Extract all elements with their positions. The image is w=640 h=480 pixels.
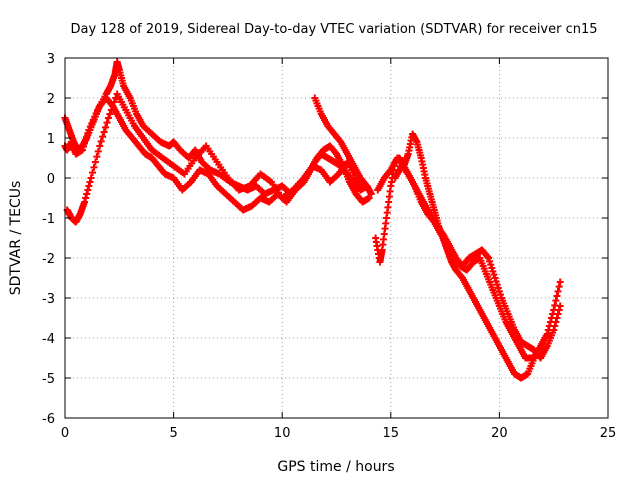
- data-point: [84, 186, 92, 194]
- data-point: [550, 326, 558, 334]
- data-point: [96, 142, 104, 150]
- data-point: [492, 277, 500, 285]
- data-point: [82, 194, 90, 202]
- data-point: [89, 169, 97, 177]
- data-point: [109, 102, 117, 110]
- data-point: [534, 350, 542, 358]
- data-point: [106, 110, 114, 118]
- y-tick-label: 0: [47, 172, 55, 187]
- data-point: [543, 330, 551, 338]
- data-point: [555, 283, 563, 291]
- data-point: [363, 182, 371, 190]
- x-axis-label: GPS time / hours: [277, 459, 394, 475]
- gridlines: [65, 58, 608, 418]
- data-point: [100, 128, 108, 136]
- y-tick-label: 2: [47, 92, 55, 107]
- data-point: [91, 158, 99, 166]
- data-point: [86, 178, 94, 186]
- data-point: [553, 292, 561, 300]
- data-point: [104, 114, 112, 122]
- x-tick-label: 5: [169, 426, 177, 441]
- series-track-7: [391, 162, 542, 362]
- x-tick-label: 25: [600, 426, 617, 441]
- data-point: [83, 190, 91, 198]
- data-point: [552, 318, 560, 326]
- x-tick-label: 0: [61, 426, 69, 441]
- x-tick-label: 20: [491, 426, 508, 441]
- x-tick-label: 15: [383, 426, 400, 441]
- y-tick-label: -2: [42, 252, 55, 267]
- data-point: [367, 190, 375, 198]
- data-point: [551, 322, 559, 330]
- data-point: [85, 182, 93, 190]
- y-tick-label: 1: [47, 132, 55, 147]
- y-axis-label: SDTVAR / TECUs: [8, 181, 24, 296]
- data-point: [107, 106, 115, 114]
- chart-title: Day 128 of 2019, Sidereal Day-to-day VTE…: [70, 22, 597, 37]
- data-point: [93, 153, 101, 161]
- data-point: [554, 310, 562, 318]
- axis-ticks: 0 5 10 15 20 25 -6 -5 -4 -3 -2 -1 0 1 2 3: [42, 52, 616, 441]
- data-point: [362, 181, 370, 189]
- data-point: [81, 198, 89, 206]
- y-tick-label: -1: [42, 212, 55, 227]
- series-track-4: [311, 94, 371, 190]
- data-point: [103, 119, 111, 127]
- data-point: [483, 253, 491, 261]
- data-point: [553, 314, 561, 322]
- series-track-3: [63, 90, 369, 226]
- data-point: [365, 194, 373, 202]
- y-tick-label: -6: [42, 412, 55, 427]
- series-track-6: [374, 154, 564, 362]
- y-tick-label: -4: [42, 332, 55, 347]
- data-point: [102, 123, 110, 131]
- plot-frame: [64, 57, 609, 419]
- data-point: [495, 287, 503, 295]
- data-point: [556, 278, 564, 286]
- data-point: [556, 302, 564, 310]
- data-point: [94, 147, 102, 155]
- data-point: [99, 133, 107, 141]
- y-tick-label: 3: [47, 52, 55, 67]
- data-point: [90, 163, 98, 171]
- data-points: [61, 58, 564, 382]
- data-point: [87, 174, 95, 182]
- data-point: [97, 137, 105, 145]
- data-point: [110, 98, 118, 106]
- x-tick-label: 10: [274, 426, 291, 441]
- y-tick-label: -3: [42, 292, 55, 307]
- data-point: [555, 306, 563, 314]
- data-point: [554, 287, 562, 295]
- y-tick-label: -5: [42, 372, 55, 387]
- data-point: [552, 297, 560, 305]
- data-point: [486, 257, 494, 265]
- data-point: [489, 267, 497, 275]
